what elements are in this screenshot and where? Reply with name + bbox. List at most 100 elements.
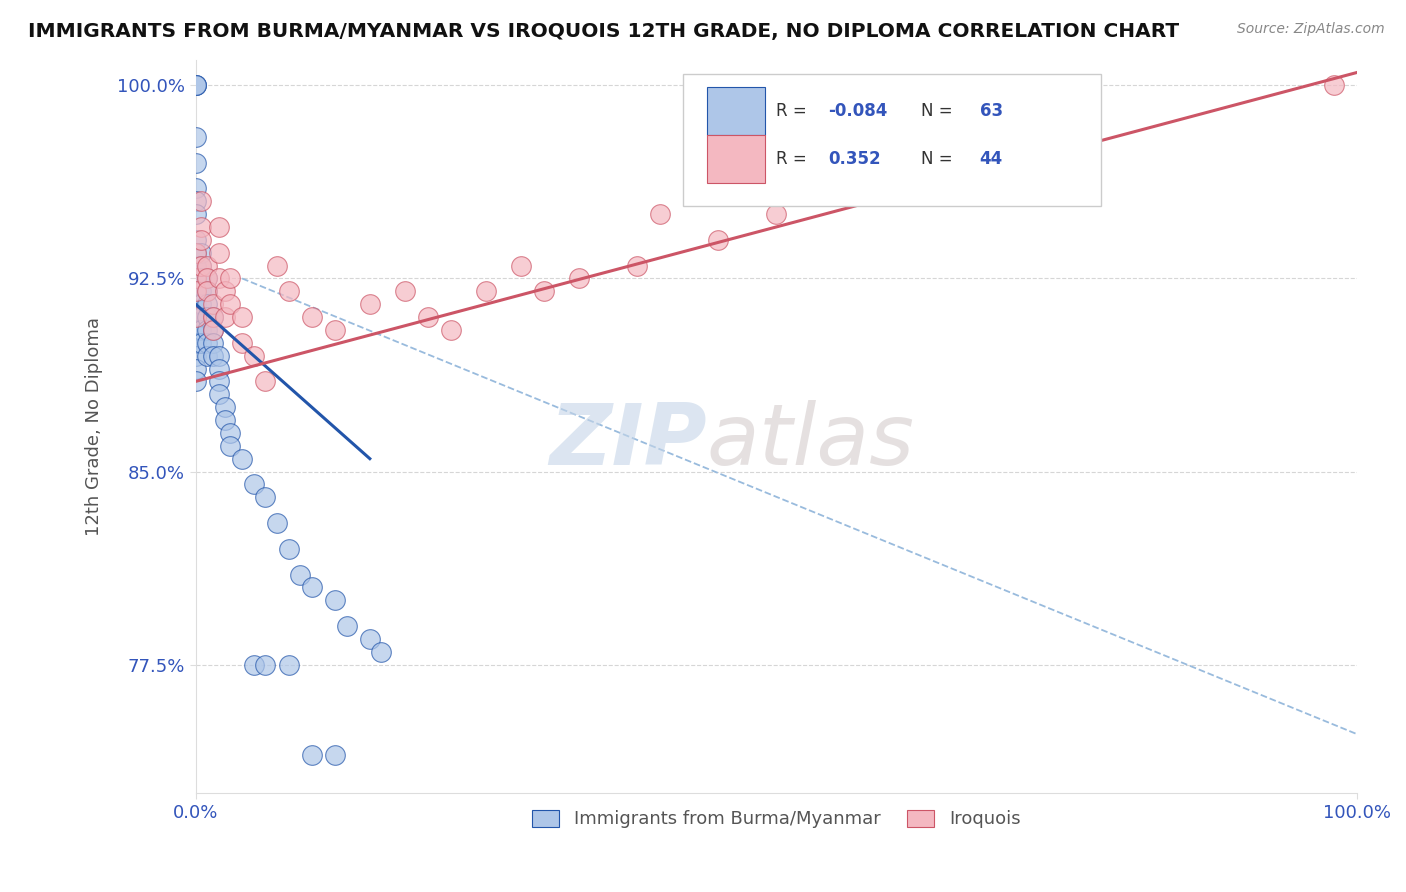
Point [242, 349, 264, 363]
Point [195, 323, 218, 337]
Text: 44: 44 [980, 150, 1002, 168]
Point [184, 78, 207, 93]
Point [208, 271, 231, 285]
Point [208, 219, 231, 234]
Point [509, 259, 531, 273]
Point [195, 297, 218, 311]
Point [184, 207, 207, 221]
Point [195, 271, 218, 285]
Point [231, 335, 253, 350]
Point [219, 271, 242, 285]
Point [184, 310, 207, 324]
Point [208, 245, 231, 260]
Point [242, 477, 264, 491]
Point [190, 297, 212, 311]
Point [231, 310, 253, 324]
Point [242, 657, 264, 672]
Point [184, 285, 207, 299]
Point [195, 271, 218, 285]
Point [823, 181, 845, 195]
Point [323, 747, 346, 762]
Point [195, 349, 218, 363]
Text: IMMIGRANTS FROM BURMA/MYANMAR VS IROQUOIS 12TH GRADE, NO DIPLOMA CORRELATION CHA: IMMIGRANTS FROM BURMA/MYANMAR VS IROQUOI… [28, 22, 1180, 41]
Point [184, 297, 207, 311]
Point [195, 259, 218, 273]
Point [214, 413, 236, 427]
FancyBboxPatch shape [707, 135, 765, 183]
Point [190, 233, 212, 247]
Point [202, 297, 225, 311]
Text: N =: N = [921, 150, 959, 168]
Point [190, 194, 212, 209]
Point [190, 259, 212, 273]
Point [568, 271, 591, 285]
Point [184, 78, 207, 93]
Y-axis label: 12th Grade, No Diploma: 12th Grade, No Diploma [86, 317, 103, 536]
Point [184, 271, 207, 285]
Point [202, 323, 225, 337]
Point [208, 375, 231, 389]
Point [219, 439, 242, 453]
Point [202, 323, 225, 337]
Point [184, 155, 207, 169]
Text: atlas: atlas [707, 400, 915, 483]
Point [184, 129, 207, 144]
Point [288, 567, 311, 582]
Point [208, 361, 231, 376]
Point [266, 516, 288, 530]
Point [301, 581, 323, 595]
Point [202, 310, 225, 324]
Point [301, 747, 323, 762]
Point [475, 285, 498, 299]
Point [190, 335, 212, 350]
Point [195, 310, 218, 324]
Point [336, 619, 359, 633]
Point [1323, 78, 1346, 93]
Text: R =: R = [776, 150, 813, 168]
Point [184, 233, 207, 247]
FancyBboxPatch shape [683, 74, 1101, 206]
Point [219, 297, 242, 311]
Point [533, 285, 555, 299]
Point [184, 194, 207, 209]
Text: 63: 63 [980, 102, 1002, 120]
Point [184, 78, 207, 93]
Point [184, 361, 207, 376]
Point [184, 335, 207, 350]
Point [195, 335, 218, 350]
Point [266, 259, 288, 273]
Point [219, 425, 242, 440]
Point [190, 285, 212, 299]
Point [359, 632, 381, 646]
Point [254, 490, 277, 504]
Point [184, 310, 207, 324]
Point [370, 645, 392, 659]
Point [184, 271, 207, 285]
Point [190, 259, 212, 273]
Point [765, 207, 787, 221]
Point [626, 259, 648, 273]
Point [184, 245, 207, 260]
Point [323, 323, 346, 337]
Point [190, 245, 212, 260]
Point [184, 245, 207, 260]
Point [254, 657, 277, 672]
Point [277, 285, 299, 299]
Point [184, 181, 207, 195]
Point [202, 335, 225, 350]
Point [190, 310, 212, 324]
Point [323, 593, 346, 607]
Point [650, 207, 672, 221]
Point [190, 219, 212, 234]
FancyBboxPatch shape [707, 87, 765, 135]
Text: Source: ZipAtlas.com: Source: ZipAtlas.com [1237, 22, 1385, 37]
Point [416, 310, 439, 324]
Text: ZIP: ZIP [548, 400, 707, 483]
Point [195, 285, 218, 299]
Point [208, 349, 231, 363]
Point [254, 375, 277, 389]
Point [184, 285, 207, 299]
Point [184, 349, 207, 363]
Text: 0.352: 0.352 [828, 150, 882, 168]
Point [394, 285, 416, 299]
